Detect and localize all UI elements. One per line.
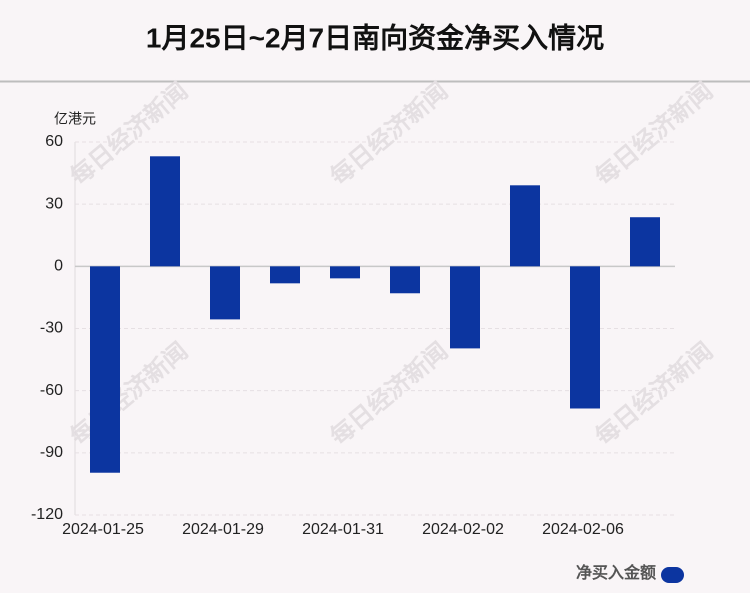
legend-label: 净买入金额 bbox=[576, 563, 656, 582]
bar bbox=[510, 185, 540, 267]
y-tick-label: 30 bbox=[45, 195, 63, 212]
x-tick-label: 2024-02-02 bbox=[422, 521, 504, 538]
y-tick-label: -30 bbox=[40, 320, 63, 337]
y-tick-label: -60 bbox=[40, 382, 63, 399]
bar bbox=[330, 266, 360, 279]
x-tick-label: 2024-01-25 bbox=[62, 521, 144, 538]
bar bbox=[270, 266, 300, 284]
bar bbox=[150, 156, 180, 267]
legend-swatch bbox=[661, 567, 684, 583]
bar bbox=[90, 266, 120, 473]
y-tick-label: 60 bbox=[45, 133, 63, 150]
bar bbox=[570, 266, 600, 409]
x-tick-label: 2024-01-31 bbox=[302, 521, 384, 538]
chart-title: 1月25日~2月7日南向资金净买入情况 bbox=[146, 21, 604, 53]
x-tick-label: 2024-02-06 bbox=[542, 521, 624, 538]
y-tick-label: -120 bbox=[31, 506, 63, 523]
bar bbox=[630, 217, 660, 267]
bar bbox=[450, 266, 480, 349]
y-axis-unit: 亿港元 bbox=[54, 111, 96, 127]
x-tick-label: 2024-01-29 bbox=[182, 521, 264, 538]
bar bbox=[390, 266, 420, 294]
bar bbox=[210, 266, 240, 320]
y-tick-label: -90 bbox=[40, 444, 63, 461]
y-tick-label: 0 bbox=[54, 258, 63, 275]
